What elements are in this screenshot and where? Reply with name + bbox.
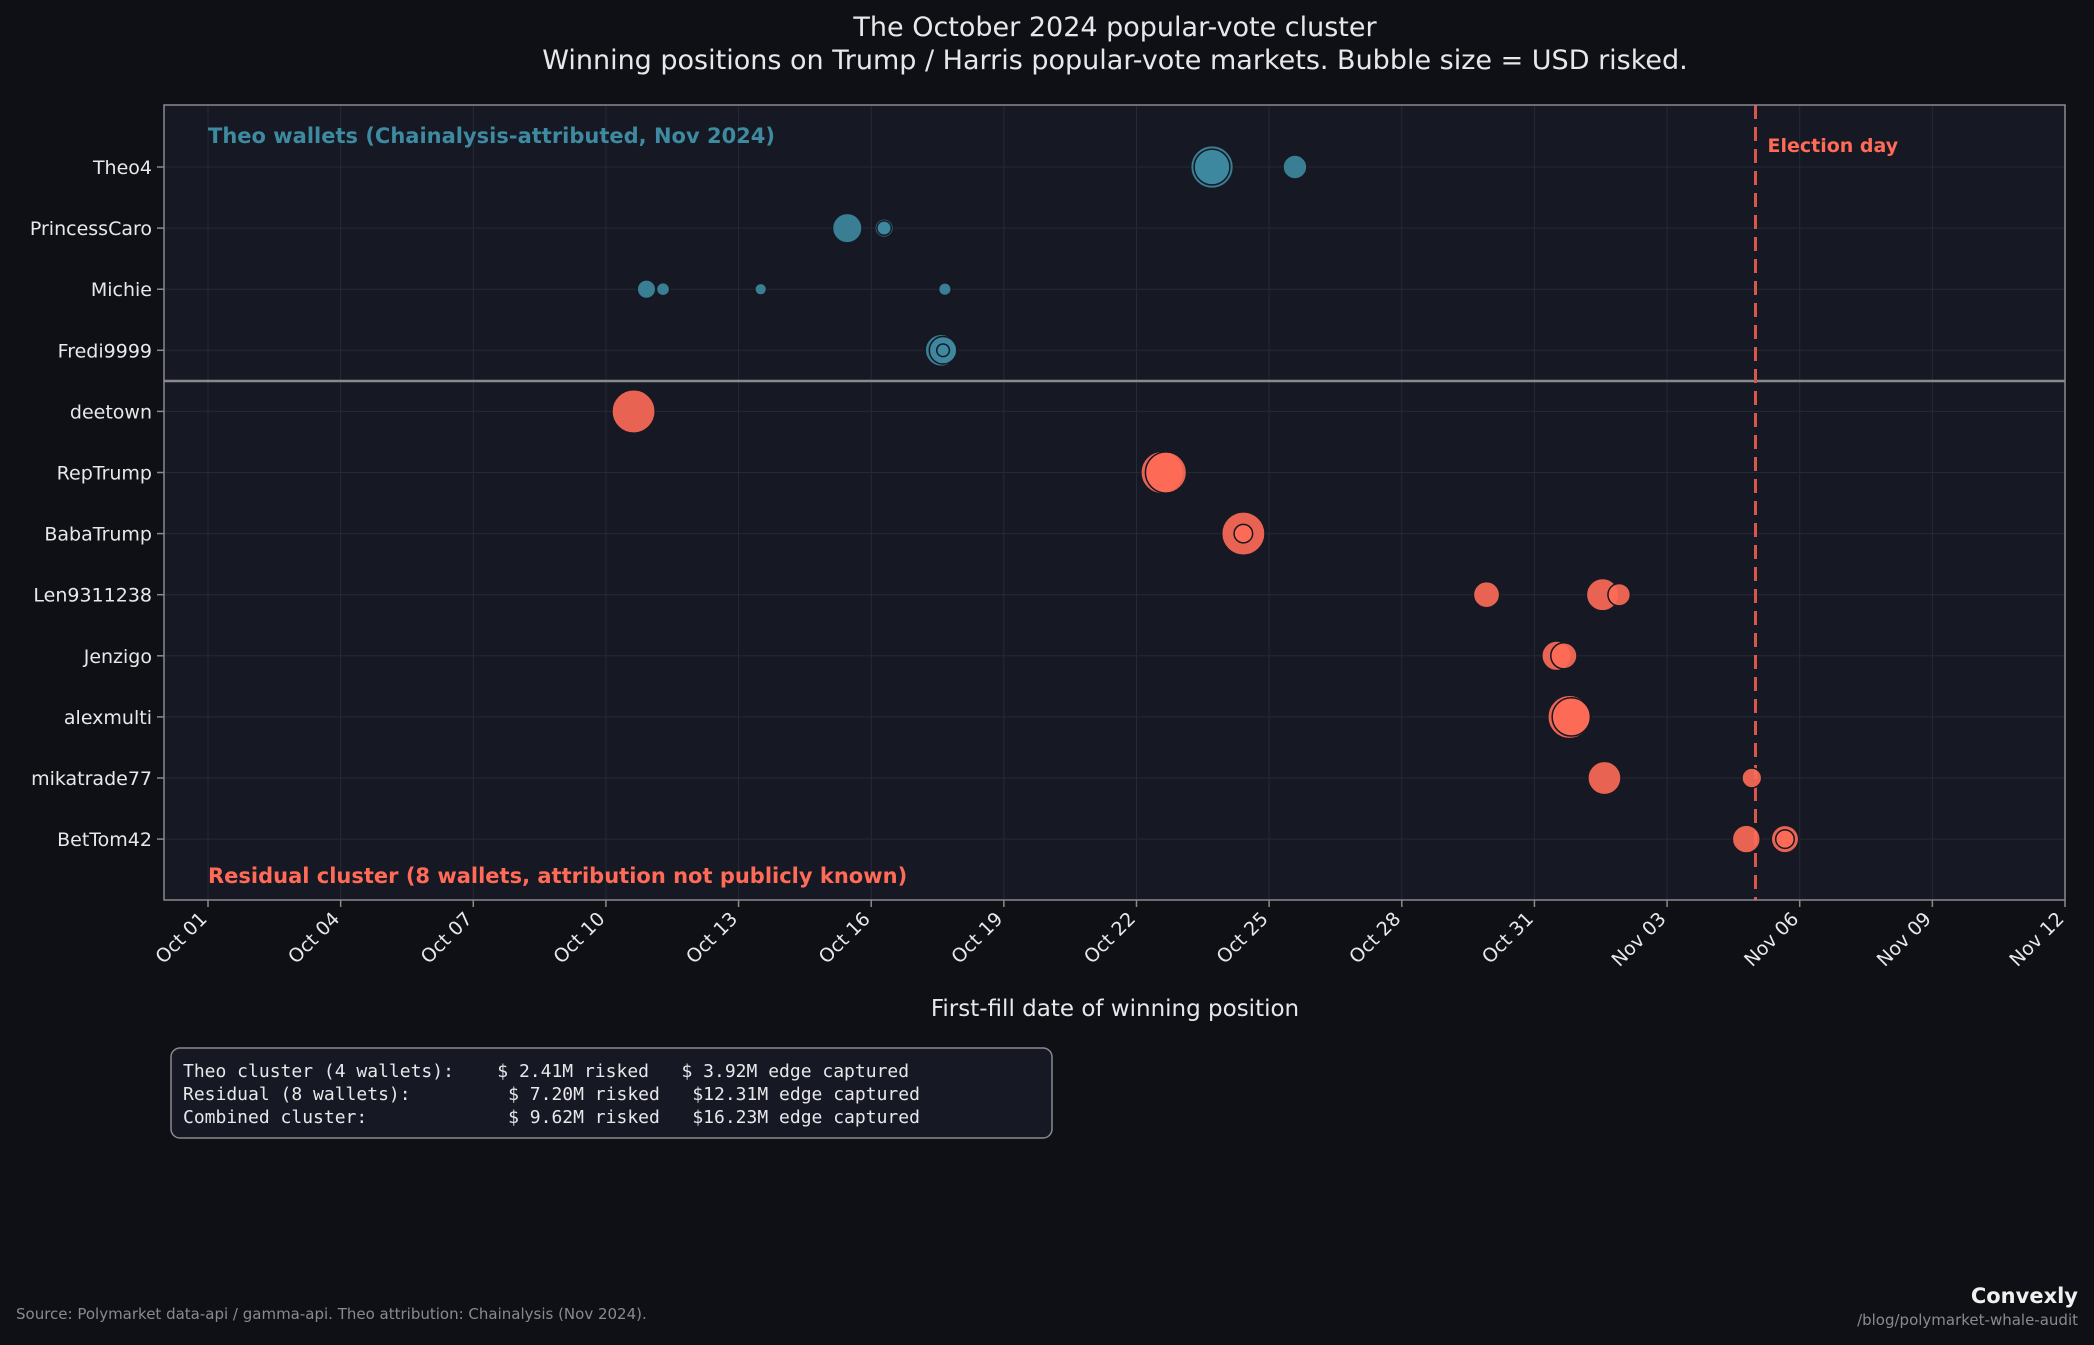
bubble-deetown[interactable] (611, 388, 656, 434)
bubble-PrincessCaro[interactable] (831, 212, 863, 244)
bubble-mikatrade77[interactable] (1587, 760, 1622, 796)
bubble-Theo4[interactable] (1193, 148, 1231, 186)
bubble-Fredi9999[interactable] (935, 343, 951, 358)
bubble-BetTom42[interactable] (1774, 829, 1795, 850)
bubble-Michie[interactable] (655, 281, 671, 297)
bubble-Theo4[interactable] (1282, 154, 1308, 180)
bubble-Michie[interactable] (754, 282, 768, 296)
bubble-BabaTrump[interactable] (1233, 523, 1254, 544)
residual-group-label: Residual cluster (8 wallets, attribution… (208, 864, 907, 888)
summary-theo: Theo cluster (4 wallets): $ 2.41M risked… (183, 1061, 909, 1082)
summary-residual: Residual (8 wallets): $ 7.20M risked $12… (183, 1084, 920, 1105)
plot-frame (163, 104, 2066, 901)
chart-subtitle: Winning positions on Trump / Harris popu… (542, 45, 1688, 76)
plot-area (164, 105, 2065, 900)
y-tick-label: Len9311238 (33, 585, 152, 607)
y-tick-label: Jenzigo (83, 646, 152, 668)
y-tick-label: Fredi9999 (58, 340, 152, 362)
theo-group-label: Theo wallets (Chainalysis-attributed, No… (208, 124, 775, 148)
y-tick-label: Michie (91, 279, 152, 301)
summary-box (170, 1047, 1053, 1139)
chart-title: The October 2024 popular-vote cluster (852, 12, 1377, 43)
y-tick-label: RepTrump (57, 463, 152, 485)
bubble-mikatrade77[interactable] (1741, 767, 1763, 789)
bubble-BetTom42[interactable] (1731, 824, 1761, 854)
brand-path: /blog/polymarket-whale-audit (1857, 1311, 2078, 1329)
source-note: Source: Polymarket data-api / gamma-api.… (16, 1305, 647, 1323)
y-tick-label: BetTom42 (57, 829, 152, 851)
y-axis-labels: Theo4 PrincessCaro Michie Fredi9999 deetown R… (30, 157, 164, 851)
brand-name: Convexly (1971, 1284, 2078, 1308)
y-tick-label: BabaTrump (44, 524, 152, 546)
bubble-alexmulti[interactable] (1551, 697, 1592, 737)
bubble-Len9311238[interactable] (1472, 580, 1501, 609)
bubble-Len9311238[interactable] (1607, 582, 1632, 607)
bubble-Michie[interactable] (636, 279, 657, 300)
y-tick-label: Theo4 (92, 157, 152, 179)
y-tick-label: alexmulti (64, 707, 152, 729)
summary-combined: Combined cluster: $ 9.62M risked $16.23M… (183, 1107, 920, 1128)
x-axis-title: First-fill date of winning position (931, 996, 1299, 1022)
bubble-PrincessCaro[interactable] (876, 220, 893, 237)
bubble-Michie[interactable] (937, 282, 952, 297)
election-day-label: Election day (1768, 135, 1899, 157)
bubbles (611, 144, 1800, 854)
y-tick-label: mikatrade77 (31, 768, 152, 790)
y-tick-label: deetown (70, 401, 152, 423)
bubble-Jenzigo[interactable] (1550, 641, 1578, 670)
y-tick-label: PrincessCaro (30, 218, 152, 240)
bubble-RepTrump[interactable] (1144, 451, 1188, 494)
